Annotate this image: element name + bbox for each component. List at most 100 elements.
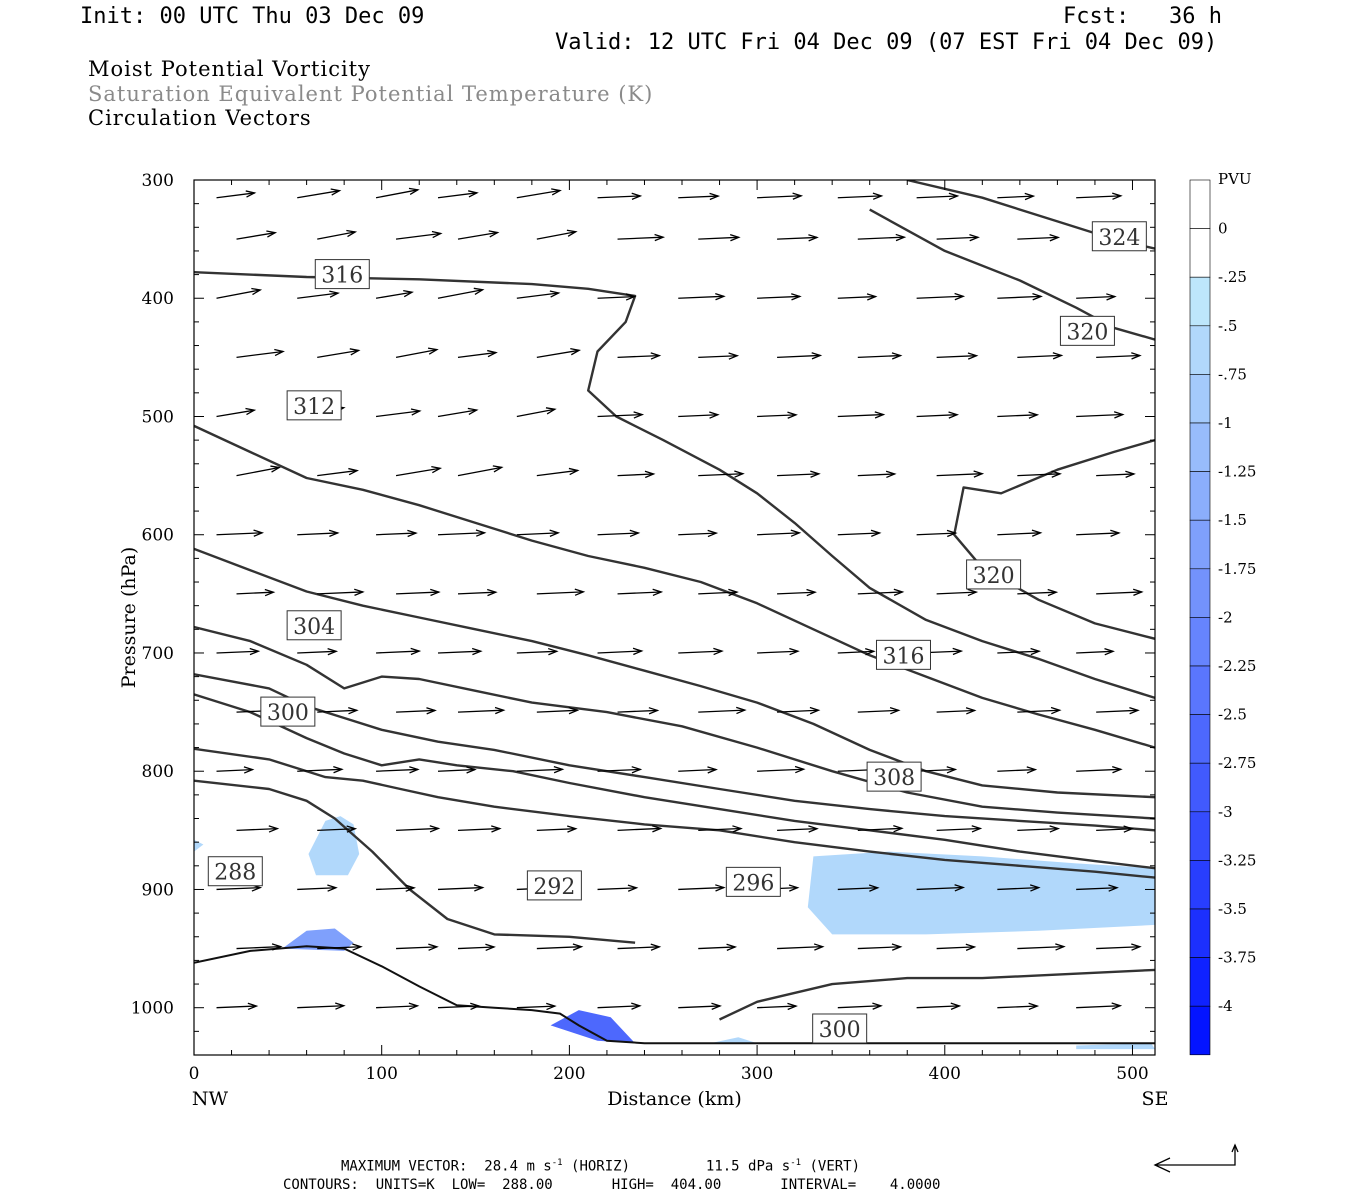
vector-head [407, 529, 418, 538]
vector-arrow [1096, 825, 1135, 833]
vector-shaft [757, 650, 798, 654]
vector-head [729, 233, 741, 242]
vector-arrow [536, 588, 586, 596]
vector-head [487, 349, 498, 358]
vector-head [247, 1002, 259, 1011]
contour-label-text: 308 [873, 766, 915, 791]
vector-arrow [375, 408, 422, 418]
vector-shaft [317, 349, 359, 359]
vector-head [709, 411, 720, 419]
vector-arrow [376, 1002, 420, 1010]
vector-arrow [617, 588, 664, 597]
vector-shaft [777, 591, 816, 595]
vector-arrow [376, 884, 416, 892]
vector-head [631, 192, 643, 200]
vector-arrow [777, 825, 819, 833]
y-tick-label: 1000 [131, 999, 174, 1019]
vector-shaft [297, 768, 342, 772]
vector-arrow [437, 190, 479, 199]
pv-region-1 [308, 816, 360, 876]
vector-shaft [536, 946, 582, 950]
vector-arrow [597, 766, 643, 774]
vector-shaft [857, 709, 899, 713]
vector-shaft [936, 236, 979, 240]
vector-shaft [317, 946, 361, 950]
vector-shaft [857, 236, 905, 240]
vector-arrow [757, 765, 806, 774]
vector-arrow [777, 352, 823, 360]
vector-head [1113, 411, 1125, 419]
contour-label-box [866, 761, 922, 792]
vector-shaft [597, 650, 642, 654]
colorbar-swatch [1189, 617, 1211, 667]
vector-head [403, 289, 414, 298]
vector-arrow [936, 707, 977, 715]
vector-head [467, 407, 479, 416]
vector-shaft [1096, 828, 1133, 831]
vector-shaft [216, 409, 255, 418]
colorbar-label: -.75 [1218, 365, 1247, 383]
vector-head [806, 588, 817, 597]
vector-arrow [936, 588, 979, 597]
contour-line-316 [194, 271, 1155, 700]
vector-layer [216, 187, 1144, 1011]
vector-arrow [297, 647, 339, 656]
vector-shaft [297, 887, 336, 891]
vector-shaft [916, 295, 964, 299]
footer-vector-label: MAXIMUM VECTOR: [341, 1158, 468, 1175]
contour-line-320 [953, 438, 1155, 640]
vector-head [426, 707, 437, 715]
vector-head [627, 884, 639, 892]
vector-arrow [1096, 588, 1144, 596]
vector-shaft [216, 532, 263, 536]
vector-head [808, 825, 819, 833]
vector-arrow [297, 765, 344, 774]
vector-arrow [597, 884, 639, 892]
vector-head [625, 293, 637, 301]
vector-arrow [1096, 470, 1136, 478]
vector-head [405, 884, 416, 892]
vector-arrow [1076, 192, 1123, 200]
vector-arrow [297, 290, 340, 299]
vector-arrow [1096, 706, 1140, 715]
colorbar-label: -.5 [1218, 317, 1237, 335]
vector-head [728, 352, 740, 360]
vector-arrow [757, 192, 804, 200]
x-tick-label: 300 [741, 1064, 773, 1084]
vector-head [1024, 192, 1036, 201]
vector-arrow [396, 707, 437, 715]
vector-head [787, 1002, 798, 1011]
vector-head [632, 647, 644, 656]
vector-head [549, 529, 561, 537]
title-mpv: Moist Potential Vorticity [88, 57, 371, 81]
vector-shaft [395, 467, 441, 477]
vector-head [1055, 943, 1066, 951]
vector-arrow [936, 470, 985, 478]
vector-arrow [916, 766, 958, 774]
vector-shaft [437, 768, 475, 772]
colorbar-swatch [1189, 325, 1211, 375]
vector-shaft [1076, 650, 1114, 654]
vector-head [1110, 529, 1121, 537]
vector-arrow [516, 188, 562, 199]
vector-head [973, 470, 985, 478]
vector-shaft [617, 354, 660, 359]
vector-head [728, 588, 739, 597]
contour-label-320: 320 [966, 559, 1022, 590]
colorbar-label: -1.75 [1218, 560, 1256, 578]
vector-head [868, 884, 880, 892]
vector-shaft [777, 946, 823, 950]
vector-head [1129, 706, 1140, 715]
contour-label-296: 296 [725, 866, 781, 897]
contour-label-box [812, 1013, 868, 1044]
vector-shaft [1017, 709, 1060, 713]
vector-arrow [516, 407, 557, 418]
pv-region-5 [550, 1010, 636, 1044]
colorbar-label: -2 [1218, 608, 1233, 626]
vector-head [1028, 411, 1040, 419]
vector-shaft [216, 192, 255, 199]
vector-arrow [317, 825, 358, 833]
colorbar: PVU 0 -.25 -.5 -.75 -1 -1.25 -1.5 -1.75 -2 -2.25 -2… [1189, 170, 1256, 1056]
vector-head [654, 233, 666, 242]
vector-shaft [916, 1005, 960, 1009]
